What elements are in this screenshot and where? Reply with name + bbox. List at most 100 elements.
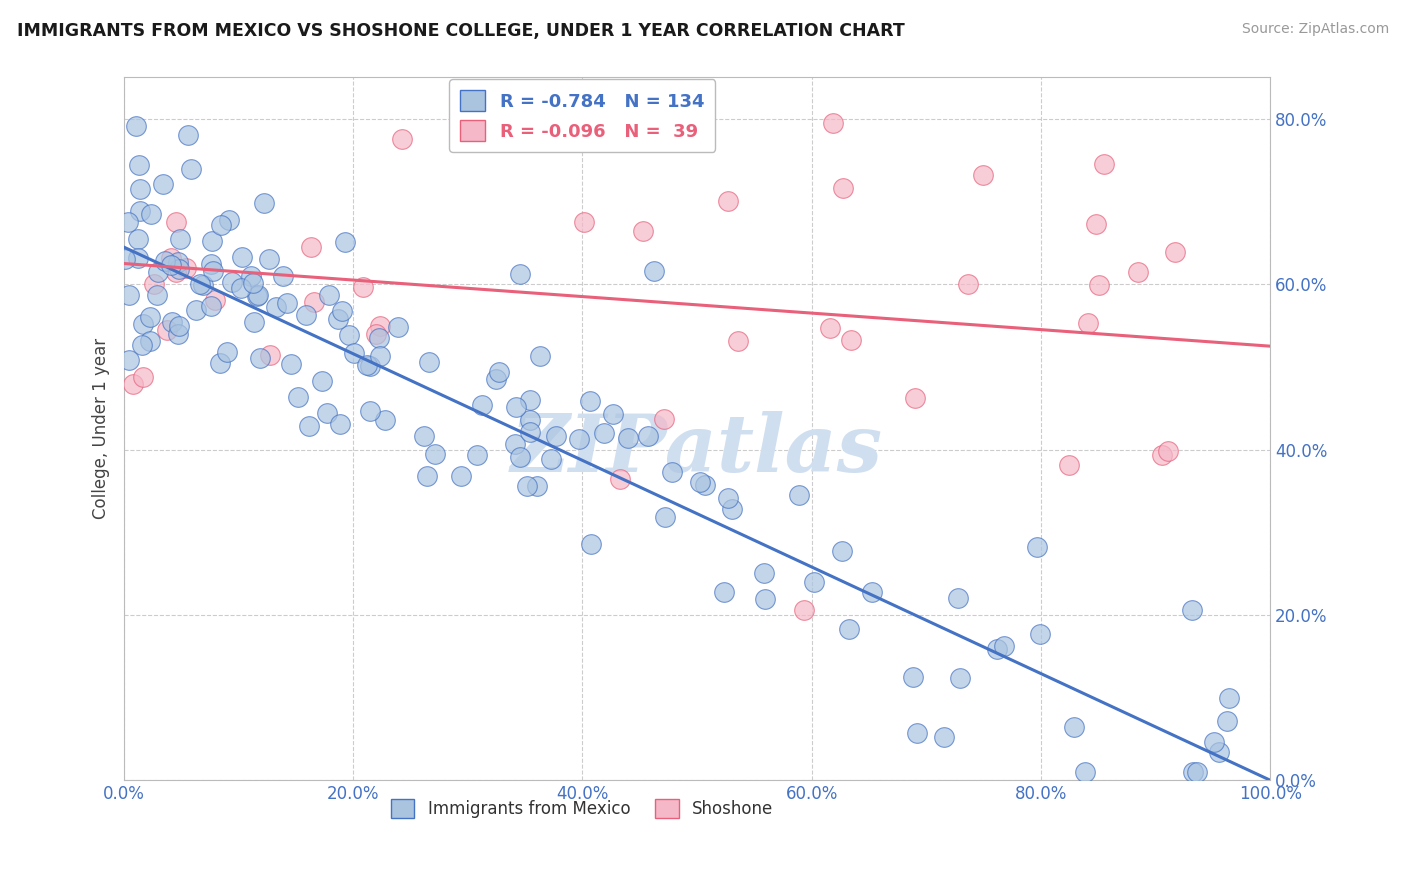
Point xyxy=(188,277,211,292)
Point xyxy=(132,370,155,384)
Point xyxy=(387,320,409,334)
Point xyxy=(471,398,494,412)
Point xyxy=(239,268,262,283)
Point xyxy=(246,289,269,303)
Point xyxy=(356,358,378,372)
Point xyxy=(956,277,979,291)
Point xyxy=(509,267,531,281)
Point xyxy=(343,346,366,360)
Point xyxy=(167,262,190,277)
Point xyxy=(117,214,139,228)
Point xyxy=(315,406,337,420)
Point xyxy=(330,303,353,318)
Point xyxy=(1077,316,1099,330)
Point xyxy=(132,317,155,331)
Point xyxy=(242,276,264,290)
Point xyxy=(352,280,374,294)
Point xyxy=(418,354,440,368)
Point xyxy=(129,204,152,219)
Point xyxy=(1157,443,1180,458)
Point xyxy=(540,451,562,466)
Point xyxy=(416,469,439,483)
Point xyxy=(839,333,862,347)
Point xyxy=(793,603,815,617)
Point xyxy=(128,157,150,171)
Point xyxy=(519,425,541,440)
Point xyxy=(609,472,631,486)
Point xyxy=(1208,745,1230,759)
Point xyxy=(503,437,526,451)
Point xyxy=(364,327,387,342)
Point xyxy=(167,255,190,269)
Point xyxy=(218,213,240,227)
Point xyxy=(1163,245,1185,260)
Point xyxy=(831,544,853,558)
Point xyxy=(299,240,322,254)
Point xyxy=(1218,690,1240,705)
Point xyxy=(1029,627,1052,641)
Point xyxy=(901,669,924,683)
Point xyxy=(581,537,603,551)
Point xyxy=(652,412,675,426)
Point xyxy=(318,288,340,302)
Point xyxy=(821,116,844,130)
Point xyxy=(949,671,972,685)
Point xyxy=(689,475,711,489)
Point xyxy=(838,622,860,636)
Point xyxy=(211,219,233,233)
Point xyxy=(374,413,396,427)
Point xyxy=(578,394,600,409)
Point xyxy=(368,318,391,333)
Point xyxy=(1088,278,1111,293)
Point xyxy=(217,344,239,359)
Point xyxy=(617,431,640,445)
Point xyxy=(519,413,541,427)
Y-axis label: College, Under 1 year: College, Under 1 year xyxy=(93,338,110,519)
Point xyxy=(1059,458,1081,472)
Point xyxy=(713,585,735,599)
Point xyxy=(208,356,231,370)
Point xyxy=(546,429,568,443)
Point xyxy=(204,293,226,307)
Point xyxy=(1063,720,1085,734)
Point xyxy=(177,128,200,142)
Point xyxy=(572,214,595,228)
Point xyxy=(276,296,298,310)
Point xyxy=(146,288,169,302)
Point xyxy=(717,194,740,209)
Point xyxy=(146,265,169,279)
Text: IMMIGRANTS FROM MEXICO VS SHOSHONE COLLEGE, UNDER 1 YEAR CORRELATION CHART: IMMIGRANTS FROM MEXICO VS SHOSHONE COLLE… xyxy=(17,22,904,40)
Point xyxy=(820,320,842,334)
Point xyxy=(114,252,136,266)
Point xyxy=(509,450,531,465)
Point xyxy=(643,263,665,277)
Point xyxy=(184,302,207,317)
Point xyxy=(159,258,181,272)
Point xyxy=(165,214,187,228)
Point xyxy=(167,326,190,341)
Point xyxy=(165,265,187,279)
Point xyxy=(413,429,436,443)
Point xyxy=(298,419,321,434)
Point xyxy=(243,315,266,329)
Point xyxy=(253,195,276,210)
Point xyxy=(229,281,252,295)
Point xyxy=(131,338,153,352)
Point xyxy=(201,264,224,278)
Point xyxy=(118,288,141,302)
Point xyxy=(368,331,391,345)
Point xyxy=(391,132,413,146)
Point xyxy=(1025,541,1047,555)
Point xyxy=(200,299,222,313)
Point xyxy=(529,350,551,364)
Point xyxy=(631,224,654,238)
Text: ZIPatlas: ZIPatlas xyxy=(510,411,883,489)
Point xyxy=(485,372,508,386)
Point xyxy=(200,257,222,271)
Point xyxy=(717,491,740,506)
Point xyxy=(787,488,810,502)
Point xyxy=(1084,217,1107,231)
Point xyxy=(602,407,624,421)
Point xyxy=(333,235,356,249)
Point xyxy=(946,591,969,606)
